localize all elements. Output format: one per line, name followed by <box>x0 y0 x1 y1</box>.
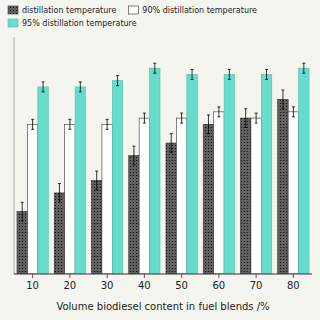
error-bar <box>116 76 119 86</box>
bar-hatch <box>278 99 288 274</box>
x-tick <box>32 274 33 278</box>
error-bar <box>265 69 268 79</box>
error-bar <box>191 69 194 79</box>
error-bar <box>255 113 258 123</box>
background <box>0 0 320 320</box>
series <box>27 107 298 274</box>
x-tick-label: 30 <box>101 280 114 291</box>
x-tick <box>218 274 219 278</box>
legend-item: 90% distillation temperature <box>128 6 257 15</box>
bar-hatch <box>17 212 27 274</box>
bar-hatch <box>166 143 176 274</box>
plot-area <box>17 63 309 274</box>
legend-label: 95% distillation temperature <box>22 19 137 28</box>
error-bar <box>217 107 220 117</box>
series <box>38 63 309 274</box>
error-bar <box>106 119 109 129</box>
bar <box>176 118 186 274</box>
error-bar <box>21 202 24 221</box>
legend-item: 95% distillation temperature <box>8 19 137 28</box>
error-bar <box>281 90 284 109</box>
error-bar <box>207 115 210 134</box>
bar <box>38 87 48 274</box>
chart: distillation temperature 90% distillation… <box>0 0 320 320</box>
error-bar <box>42 82 45 92</box>
bar <box>251 118 261 274</box>
error-bar <box>153 63 156 73</box>
bar <box>112 81 122 274</box>
error-bar <box>292 107 295 117</box>
y-axis-line <box>14 37 15 274</box>
x-tick <box>107 274 108 278</box>
bar <box>17 212 27 274</box>
x-tick <box>144 274 145 278</box>
x-tick <box>256 274 257 278</box>
error-bar <box>31 119 34 129</box>
x-tick <box>293 274 294 278</box>
x-tick-label: 20 <box>64 280 77 291</box>
bar <box>224 74 234 274</box>
error-bar <box>132 146 135 165</box>
bar-hatch <box>129 156 139 275</box>
legend-swatch <box>8 19 18 27</box>
bar <box>139 118 149 274</box>
bar <box>166 143 176 274</box>
bar <box>54 193 64 274</box>
x-tick-label: 40 <box>138 280 151 291</box>
x-tick-label: 70 <box>250 280 263 291</box>
bar <box>27 124 37 274</box>
x-axis-line <box>14 274 312 275</box>
bar <box>278 99 288 274</box>
error-bar <box>143 113 146 123</box>
bar-hatch <box>240 118 250 274</box>
bar <box>203 124 213 274</box>
bar <box>299 68 309 274</box>
legend-label: distillation temperature <box>22 6 116 15</box>
x-tick <box>69 274 70 278</box>
bar-hatch <box>91 180 101 274</box>
legend-swatch <box>8 6 18 14</box>
x-tick-label: 50 <box>175 280 188 291</box>
bar <box>214 112 224 274</box>
error-bar <box>95 171 98 190</box>
error-bar <box>68 119 71 129</box>
legend-item: distillation temperature <box>8 6 116 15</box>
x-tick-label: 80 <box>287 280 300 291</box>
bar <box>129 156 139 275</box>
legend-swatch <box>128 6 138 14</box>
x-axis-label: Volume biodiesel content in fuel blends … <box>56 301 269 312</box>
bar <box>102 124 112 274</box>
error-bar <box>244 109 247 128</box>
axes: 10 20 30 40 50 60 70 80 <box>14 37 312 291</box>
error-bar <box>302 63 305 73</box>
bar-hatch <box>203 124 213 274</box>
legend-label: 90% distillation temperature <box>142 6 257 15</box>
bar <box>91 180 101 274</box>
x-tick <box>181 274 182 278</box>
x-tick-label: 60 <box>213 280 226 291</box>
bar <box>288 112 298 274</box>
bar-hatch <box>54 193 64 274</box>
bar <box>261 74 271 274</box>
error-bar <box>79 82 82 92</box>
bar <box>240 118 250 274</box>
x-tick-label: 10 <box>26 280 39 291</box>
error-bar <box>180 113 183 123</box>
error-bar <box>58 184 61 203</box>
bar <box>65 124 75 274</box>
bar <box>187 74 197 274</box>
bar <box>75 87 85 274</box>
error-bar <box>170 134 173 153</box>
legend: distillation temperature 90% distillation… <box>8 6 257 28</box>
error-bar <box>228 69 231 79</box>
bar <box>150 68 160 274</box>
